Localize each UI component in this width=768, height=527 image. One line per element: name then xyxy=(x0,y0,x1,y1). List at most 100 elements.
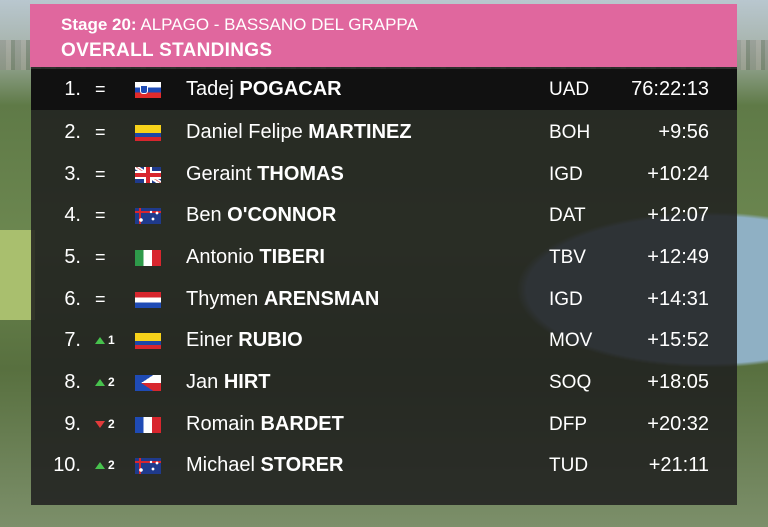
team-code: SOQ xyxy=(549,372,592,393)
team-code: UAD xyxy=(549,79,590,100)
rider-name: Daniel Felipe MARTINEZ xyxy=(186,112,412,153)
team-code: IGD xyxy=(549,289,583,310)
table-row: 6. = Thymen ARENSMAN IGD +14:31 xyxy=(31,279,737,320)
gc-time: +20:32 xyxy=(647,413,709,435)
team-code: BOH xyxy=(549,122,591,143)
table-row: 9. 2 Romain BARDET DFP +20:32 xyxy=(31,404,737,445)
rank-change-value: 2 xyxy=(108,375,115,389)
rider-first-name: Geraint xyxy=(186,163,252,185)
rank: 4. xyxy=(64,204,81,226)
rank: 6. xyxy=(64,288,81,310)
rider-first-name: Romain xyxy=(186,413,255,435)
table-row: 3. = Geraint THOMAS IGD +10:24 xyxy=(31,154,737,195)
no-change-icon: = xyxy=(95,122,106,142)
team-code: TUD xyxy=(549,455,589,476)
rider-first-name: Jan xyxy=(186,371,219,393)
rank-change: 2 xyxy=(95,362,127,403)
table-row: 2. = Daniel Felipe MARTINEZ BOH +9:56 xyxy=(31,112,737,153)
down-arrow-icon xyxy=(95,421,105,429)
team-code: IGD xyxy=(549,164,583,185)
rank-change: 2 xyxy=(95,445,127,486)
rider-first-name: Antonio xyxy=(186,246,254,268)
no-change-icon: = xyxy=(95,79,106,99)
rank-change: = xyxy=(95,195,127,238)
rank: 3. xyxy=(64,163,81,185)
rank: 8. xyxy=(64,371,81,393)
table-row: 4. = Ben O'CONNOR DAT +12:07 xyxy=(31,195,737,236)
rider-last-name: POGACAR xyxy=(239,78,342,100)
no-change-icon: = xyxy=(95,289,106,309)
gc-time: +18:05 xyxy=(647,371,709,393)
gc-time: +21:11 xyxy=(648,454,709,476)
rider-name: Antonio TIBERI xyxy=(186,237,325,278)
up-arrow-icon xyxy=(95,462,105,470)
rider-last-name: BARDET xyxy=(260,413,344,435)
australia-flag-icon xyxy=(135,208,161,224)
stage-label: Stage 20: xyxy=(61,15,137,34)
up-arrow-icon xyxy=(95,379,105,387)
netherlands-flag-icon xyxy=(135,292,161,308)
australia-flag-icon xyxy=(135,458,161,474)
page-title: OVERALL STANDINGS xyxy=(61,40,273,61)
rank-change: = xyxy=(95,237,127,280)
rank-change: = xyxy=(95,279,127,322)
rider-last-name: THOMAS xyxy=(257,163,344,185)
table-row: 5. = Antonio TIBERI TBV +12:49 xyxy=(31,237,737,278)
gc-time: +12:49 xyxy=(647,246,709,268)
rider-name: Einer RUBIO xyxy=(186,320,303,361)
team-code: MOV xyxy=(549,330,593,351)
rank: 2. xyxy=(64,121,81,143)
great-britain-flag-icon xyxy=(135,167,161,183)
rank: 5. xyxy=(64,246,81,268)
rider-name: Ben O'CONNOR xyxy=(186,195,336,236)
france-flag-icon xyxy=(135,417,161,433)
rank-change-value: 2 xyxy=(108,458,115,472)
stage-route: ALPAGO - BASSANO DEL GRAPPA xyxy=(140,15,418,34)
rider-last-name: STORER xyxy=(260,454,344,476)
rank: 9. xyxy=(64,413,81,435)
rider-name: Romain BARDET xyxy=(186,404,344,445)
rank: 7. xyxy=(64,329,81,351)
rider-first-name: Thymen xyxy=(186,288,259,310)
italy-flag-icon xyxy=(135,250,161,266)
rider-first-name: Ben xyxy=(186,204,222,226)
rider-first-name: Tadej xyxy=(186,78,234,100)
rank-change: = xyxy=(95,154,127,197)
no-change-icon: = xyxy=(95,164,106,184)
rider-first-name: Daniel Felipe xyxy=(186,121,303,143)
rider-name: Thymen ARENSMAN xyxy=(186,279,379,320)
table-row: 1. = Tadej POGACAR UAD 76:22:13 xyxy=(31,69,737,110)
rider-last-name: HIRT xyxy=(223,371,271,393)
rank-change: = xyxy=(95,69,127,112)
rider-name: Michael STORER xyxy=(186,445,343,486)
rank-change-value: 2 xyxy=(108,417,115,431)
rider-last-name: O'CONNOR xyxy=(227,204,337,226)
gc-time: +9:56 xyxy=(658,121,709,143)
no-change-icon: = xyxy=(95,205,106,225)
rider-last-name: ARENSMAN xyxy=(263,288,380,310)
colombia-flag-icon xyxy=(135,333,161,349)
standings-header: Stage 20: ALPAGO - BASSANO DEL GRAPPA OV… xyxy=(30,4,737,67)
rider-name: Tadej POGACAR xyxy=(186,69,342,110)
gc-time: 76:22:13 xyxy=(631,78,709,100)
rank-change: 2 xyxy=(95,404,127,445)
rider-last-name: TIBERI xyxy=(259,246,325,268)
colombia-flag-icon xyxy=(135,125,161,141)
czechia-flag-icon xyxy=(135,375,161,391)
no-change-icon: = xyxy=(95,247,106,267)
rider-first-name: Michael xyxy=(186,454,255,476)
standings-table: 1. = Tadej POGACAR UAD 76:22:13 2. = Dan… xyxy=(31,67,737,505)
rank-change: = xyxy=(95,112,127,155)
gc-time: +14:31 xyxy=(647,288,709,310)
gc-time: +12:07 xyxy=(647,204,709,226)
up-arrow-icon xyxy=(95,337,105,345)
rank-change-value: 1 xyxy=(108,333,115,347)
team-code: TBV xyxy=(549,247,586,268)
slovenia-flag-icon xyxy=(135,82,161,98)
team-code: DFP xyxy=(549,414,587,435)
gc-time: +10:24 xyxy=(647,163,709,185)
table-row: 7. 1 Einer RUBIO MOV +15:52 xyxy=(31,320,737,361)
table-row: 8. 2 Jan HIRT SOQ +18:05 xyxy=(31,362,737,403)
rider-last-name: RUBIO xyxy=(238,329,303,351)
team-code: DAT xyxy=(549,205,586,226)
